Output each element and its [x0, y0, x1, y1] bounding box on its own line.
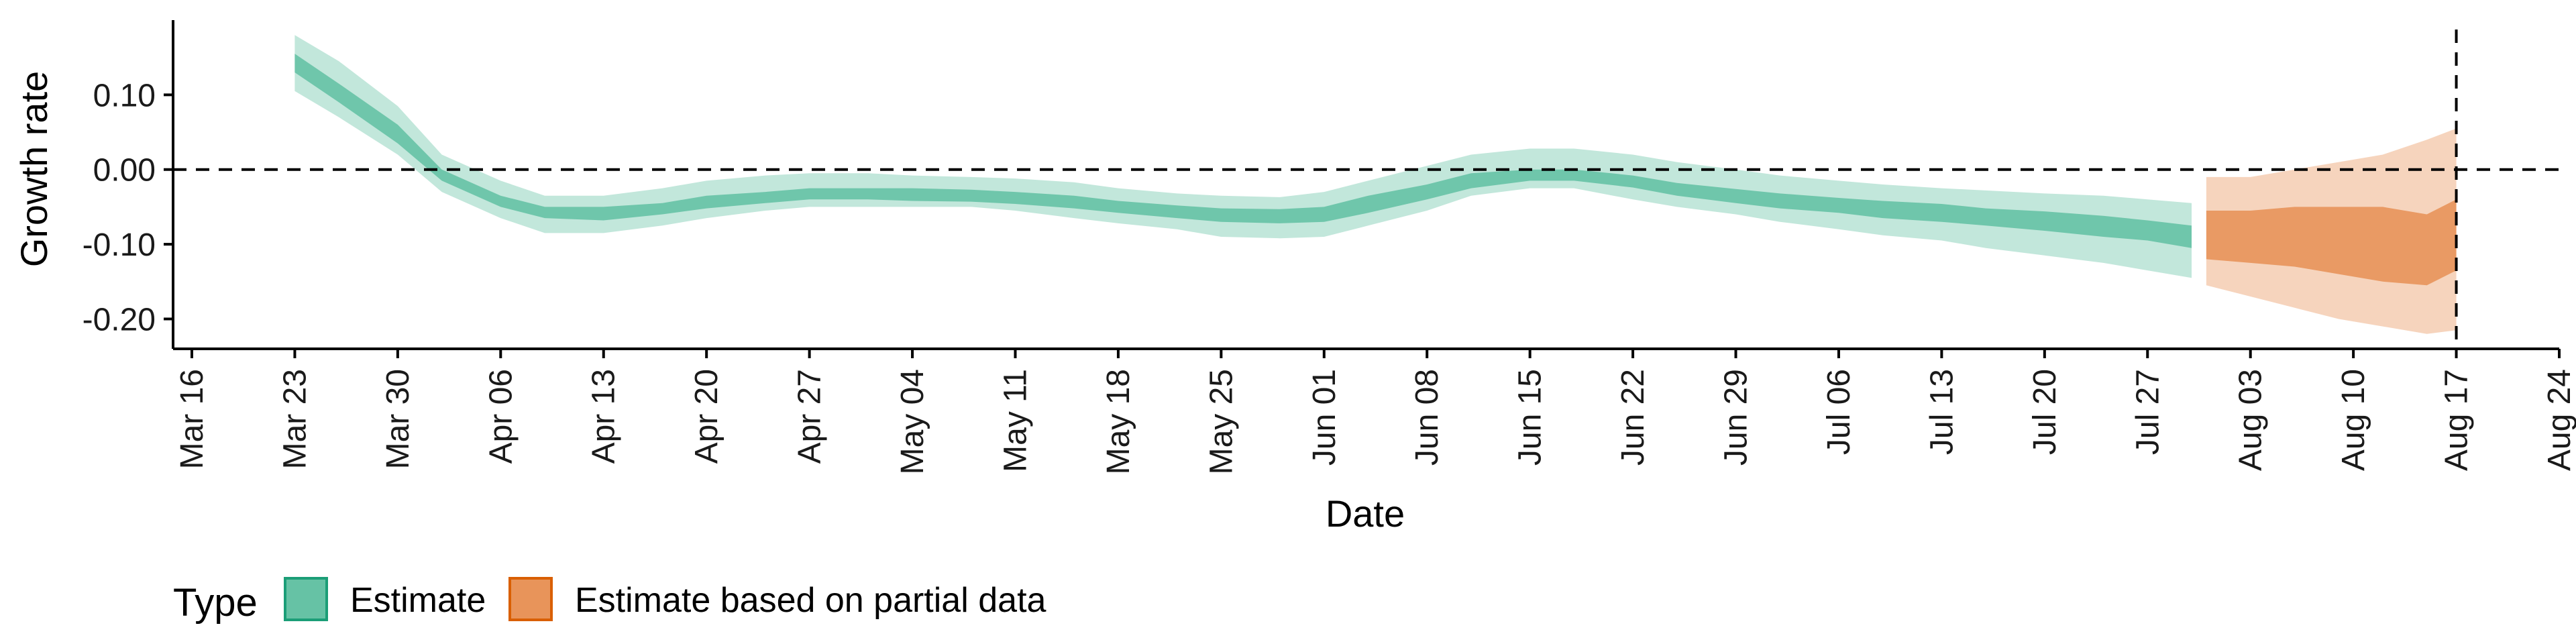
- x-tick-label: May 25: [1203, 369, 1239, 474]
- x-tick-label: Aug 24: [2542, 369, 2576, 471]
- x-tick-label: Mar 16: [174, 369, 210, 469]
- x-tick-label: Aug 17: [2439, 369, 2475, 471]
- x-tick-label: Mar 30: [380, 369, 416, 469]
- legend-swatch-partial: [508, 577, 553, 621]
- legend-title: Type: [173, 581, 258, 625]
- y-tick-label: 0.00: [93, 153, 156, 189]
- estimate-band-90: [294, 35, 2192, 278]
- y-tick-label: -0.20: [83, 302, 156, 337]
- legend-label-estimate: Estimate: [350, 581, 486, 620]
- partial-band-50: [2206, 199, 2457, 286]
- legend: Type Estimate Estimate based on partial …: [173, 577, 1046, 625]
- x-tick-label: Jul 06: [1821, 369, 1857, 455]
- x-tick-label: Aug 03: [2233, 369, 2269, 471]
- y-tick-label: 0.10: [93, 78, 156, 113]
- x-tick-label: May 11: [998, 369, 1034, 472]
- x-tick-label: Jun 01: [1307, 369, 1342, 466]
- x-tick-label: Jul 27: [2130, 369, 2165, 455]
- x-tick-label: Jun 22: [1615, 369, 1651, 466]
- x-axis-ticks: Mar 16 Mar 23 Mar 30 Apr 06 Apr 13 Apr 20 Apr …: [174, 349, 2576, 474]
- x-tick-label: Jun 15: [1513, 369, 1548, 466]
- x-tick-label: May 18: [1101, 369, 1136, 474]
- x-axis-title: Date: [1326, 492, 1405, 535]
- legend-swatch-estimate: [284, 577, 328, 621]
- x-tick-label: Mar 23: [277, 369, 313, 469]
- x-tick-label: Apr 20: [689, 369, 724, 464]
- x-tick-label: Jun 29: [1719, 369, 1754, 466]
- x-tick-label: Apr 13: [586, 369, 622, 464]
- y-axis-ticks: 0.10 0.00 -0.10 -0.20: [83, 78, 173, 337]
- y-axis-title: Growth rate: [13, 71, 55, 268]
- series-bands: [294, 35, 2457, 334]
- x-tick-label: Jun 08: [1409, 369, 1445, 466]
- x-tick-label: Jul 20: [2027, 369, 2063, 455]
- y-tick-label: -0.10: [83, 227, 156, 263]
- x-tick-label: Aug 10: [2336, 369, 2371, 471]
- legend-label-partial: Estimate based on partial data: [575, 581, 1046, 620]
- x-tick-label: Apr 06: [483, 369, 519, 464]
- x-tick-label: May 04: [895, 369, 930, 474]
- x-tick-label: Jul 13: [1924, 369, 1960, 455]
- estimate-band-50: [294, 54, 2192, 248]
- x-tick-label: Apr 27: [792, 369, 828, 464]
